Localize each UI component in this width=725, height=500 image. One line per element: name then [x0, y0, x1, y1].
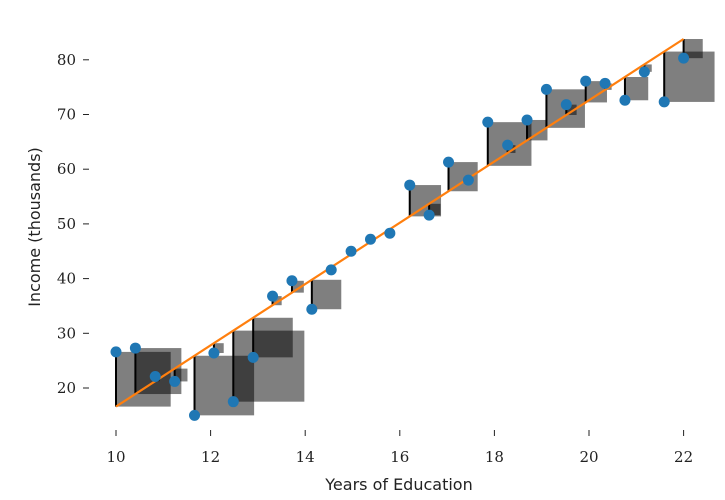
residual-square-27: [624, 76, 649, 101]
data-point-2: [129, 342, 141, 354]
data-point-20: [482, 116, 494, 128]
data-point-12: [325, 264, 337, 276]
data-point-13: [345, 245, 357, 257]
data-point-14: [364, 233, 376, 245]
y-tick-label-40: 40: [57, 270, 76, 288]
data-points: [110, 52, 690, 421]
data-point-5: [189, 409, 201, 421]
x-tick-label-14: 14: [296, 448, 315, 466]
data-point-25: [580, 75, 592, 87]
data-point-9: [267, 290, 279, 302]
data-point-17: [423, 209, 435, 221]
x-axis-label: Years of Education: [324, 475, 472, 494]
data-point-18: [443, 156, 455, 168]
residual-square-8: [253, 317, 293, 358]
y-tick-label-70: 70: [57, 106, 76, 124]
data-point-24: [560, 99, 572, 111]
data-point-4: [169, 375, 181, 387]
x-tick-label-22: 22: [674, 448, 693, 466]
data-point-8: [247, 351, 259, 363]
y-tick-label-20: 20: [57, 379, 76, 397]
y-tick-label-30: 30: [57, 324, 76, 342]
residual-square-21: [507, 145, 516, 153]
data-point-29: [658, 96, 670, 108]
data-point-26: [599, 77, 611, 89]
data-point-27: [619, 94, 631, 106]
residual-squares: [116, 39, 715, 416]
x-tick-label-20: 20: [579, 448, 598, 466]
data-point-16: [404, 179, 416, 191]
data-point-22: [521, 114, 533, 126]
y-axis: 20 30 40 50 60 70 80: [57, 51, 89, 397]
data-point-3: [149, 371, 161, 383]
data-point-11: [306, 303, 318, 315]
residual-square-10: [291, 280, 304, 293]
x-tick-label-10: 10: [106, 448, 125, 466]
data-point-10: [286, 275, 298, 287]
residual-square-11: [311, 279, 342, 310]
y-tick-label-50: 50: [57, 215, 76, 233]
y-tick-label-60: 60: [57, 160, 76, 178]
data-point-1: [110, 346, 122, 358]
data-point-23: [540, 83, 552, 95]
data-point-21: [502, 139, 514, 151]
x-tick-label-18: 18: [485, 448, 504, 466]
x-tick-label-16: 16: [390, 448, 409, 466]
residual-square-9: [272, 296, 282, 306]
y-tick-label-80: 80: [57, 51, 76, 69]
residual-square-6: [213, 343, 224, 353]
x-tick-label-12: 12: [201, 448, 220, 466]
data-point-28: [638, 66, 650, 78]
data-point-30: [678, 52, 690, 64]
data-point-6: [208, 347, 220, 359]
residual-square-17: [429, 203, 441, 216]
x-axis: 10 12 14 16 18 20 22: [106, 430, 693, 466]
residual-square-30: [683, 39, 703, 59]
regression-line: [115, 38, 685, 408]
y-axis-label: Income (thousands): [25, 147, 44, 307]
residual-square-29: [664, 51, 715, 102]
residual-square-18: [448, 162, 478, 192]
data-point-15: [384, 227, 396, 239]
data-point-7: [227, 396, 239, 408]
residual-square-22: [527, 119, 548, 141]
data-point-19: [462, 174, 474, 186]
residual-square-24: [566, 104, 577, 115]
